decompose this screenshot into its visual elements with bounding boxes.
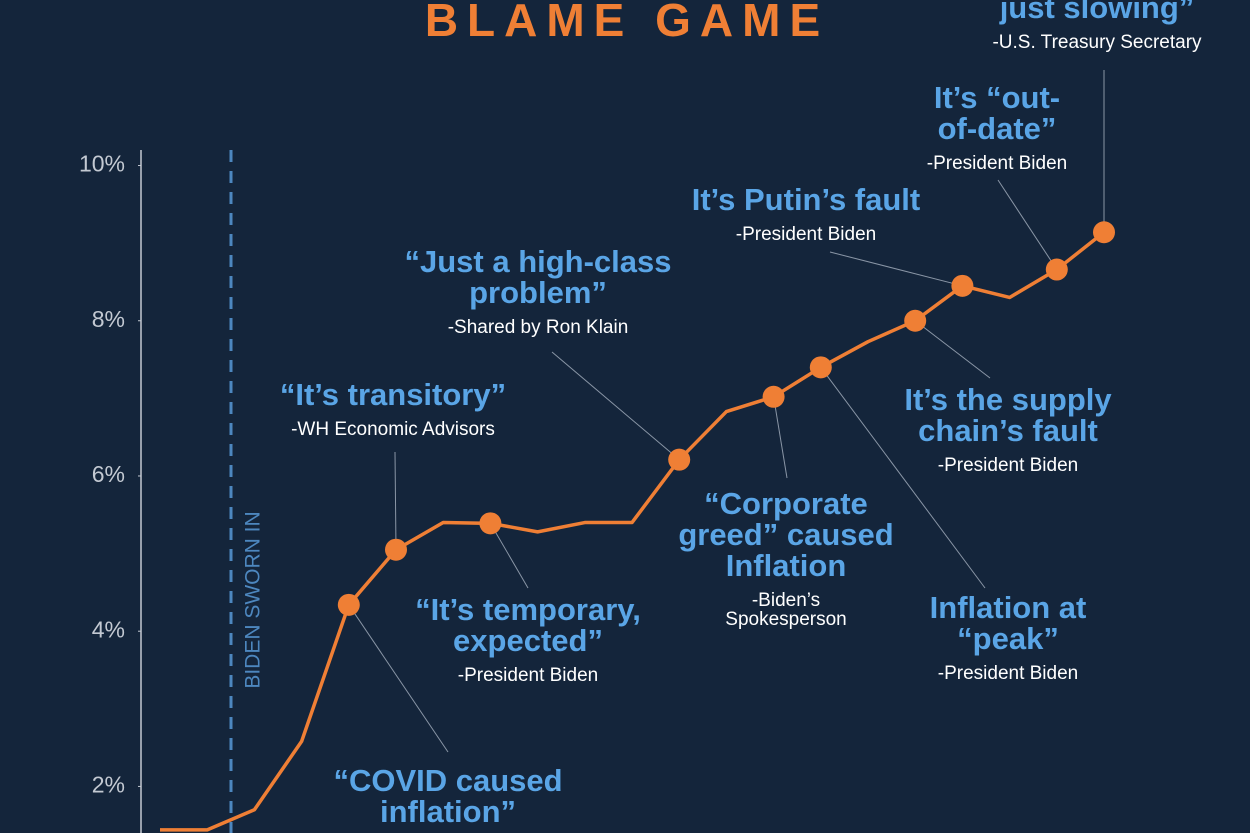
y-tick-label: 2%: [92, 772, 125, 798]
annotation-quote: of-date”: [938, 111, 1057, 146]
data-point: [1093, 221, 1115, 244]
annotation-source: -President Biden: [458, 665, 598, 686]
annotation-source: -President Biden: [736, 224, 876, 245]
annotation-quote: greed” caused: [678, 517, 893, 552]
leader-line: [914, 320, 991, 379]
annotation-source: -President Biden: [927, 153, 1067, 174]
annotation-quote: It’s the supply: [904, 382, 1112, 417]
annotation-source: -Biden’s: [752, 590, 820, 611]
data-point: [904, 309, 927, 332]
annotation-source: -Shared by Ron Klain: [448, 317, 629, 338]
leader-line: [773, 396, 788, 479]
annotation-quote: It’s Putin’s fault: [692, 182, 921, 217]
y-tick-label: 8%: [92, 306, 125, 332]
annotation-quote: “Just a high-class: [404, 244, 671, 279]
annotation-quote: “It’s transitory”: [280, 377, 506, 412]
leader-line: [348, 604, 449, 753]
leader-line: [489, 523, 529, 589]
annotation-quote: “Corporate: [704, 486, 868, 521]
annotation-source: -WH Economic Advisors: [291, 419, 495, 440]
data-point: [762, 385, 785, 408]
annotation-source: -President Biden: [938, 455, 1078, 476]
annotation-quote: It’s “out-: [934, 80, 1060, 115]
leader-line: [997, 179, 1058, 270]
annotation-source: Spokesperson: [725, 609, 846, 630]
annotation-quote: Inflation at: [930, 590, 1087, 625]
annotation-quote: Inflation: [726, 548, 847, 583]
data-line: [160, 230, 1106, 832]
annotation-quote: inflation”: [380, 794, 516, 829]
data-point: [1045, 258, 1068, 281]
annotation-quote: “COVID caused: [333, 763, 562, 798]
leader-line: [551, 351, 680, 461]
y-tick-label: 6%: [92, 461, 125, 487]
leader-line: [829, 251, 963, 287]
data-point: [668, 448, 691, 471]
leader-line: [394, 451, 397, 550]
data-point: [385, 538, 407, 561]
annotation-quote: expected”: [453, 623, 603, 658]
annotation-source: -President Biden: [938, 663, 1078, 684]
annotation-quote: just slowing”: [999, 0, 1195, 25]
data-point: [809, 356, 832, 379]
annotation-quote: problem”: [469, 275, 607, 310]
chart-title: BLAME GAME: [425, 0, 829, 46]
annotation-source: -U.S. Treasury Secretary: [992, 32, 1202, 53]
data-point: [951, 274, 974, 297]
annotation-quote: chain’s fault: [918, 413, 1098, 448]
data-point: [479, 512, 502, 535]
data-point: [337, 593, 360, 616]
event-label: BIDEN SWORN IN: [242, 511, 265, 688]
leader-line: [820, 367, 986, 589]
y-tick-label: 10%: [79, 151, 125, 177]
annotation-quote: “peak”: [957, 621, 1059, 656]
y-tick-label: 4%: [92, 616, 125, 642]
annotation-quote: “It’s temporary,: [415, 592, 641, 627]
